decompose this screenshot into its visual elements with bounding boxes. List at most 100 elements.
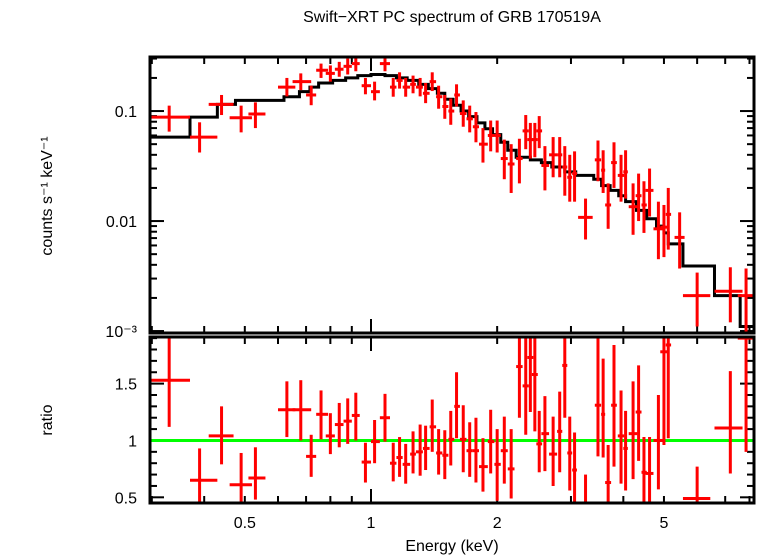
y-tick-label: 0.01 <box>106 214 137 231</box>
data-point <box>557 391 563 473</box>
data-point <box>334 402 344 448</box>
data-point <box>653 394 664 490</box>
data-point <box>605 183 612 229</box>
data-point <box>402 443 411 484</box>
data-point <box>578 474 593 505</box>
data-point <box>641 437 647 503</box>
chart-title: Swift−XRT PC spectrum of GRB 170519A <box>303 9 601 26</box>
data-point <box>422 425 430 471</box>
data-point <box>594 337 602 457</box>
data-point <box>674 212 685 269</box>
data-point <box>494 120 501 153</box>
data-point <box>531 122 538 158</box>
spectrum-y-axis-label: counts s⁻¹ keV⁻¹ <box>39 136 56 255</box>
data-point <box>351 392 360 441</box>
data-point <box>628 183 638 235</box>
data-point <box>567 416 573 491</box>
data-point <box>208 94 234 116</box>
data-point <box>635 173 642 222</box>
data-point <box>278 381 296 438</box>
data-point <box>487 120 495 152</box>
data-point <box>516 337 523 418</box>
data-point <box>316 63 329 78</box>
data-point <box>594 140 602 182</box>
data-point <box>623 150 628 199</box>
data-point <box>500 416 508 484</box>
ratio-y-axis-label: ratio <box>39 404 56 435</box>
data-point <box>208 406 234 465</box>
data-point <box>635 365 642 461</box>
data-point <box>454 372 460 439</box>
data-point <box>507 144 515 193</box>
data-point <box>248 102 266 129</box>
data-point <box>665 187 672 250</box>
data-point <box>472 417 479 483</box>
data-point <box>494 429 501 501</box>
data-point <box>422 82 430 104</box>
data-point <box>370 420 380 464</box>
data-point <box>487 409 495 474</box>
data-point <box>572 432 577 503</box>
data-point <box>541 396 550 472</box>
ratio-y-tick-labels: 0.5 1 1.5 <box>115 377 137 508</box>
data-point <box>415 424 423 476</box>
x-tick-labels: 0.5 1 2 5 <box>234 515 669 532</box>
data-point <box>396 437 403 477</box>
data-point <box>541 146 550 191</box>
data-point <box>410 75 416 94</box>
data-point <box>436 85 443 109</box>
data-point <box>229 105 252 133</box>
data-point <box>617 390 625 484</box>
y-tick-label: 0.5 <box>115 490 137 507</box>
ratio-data-points <box>150 336 754 505</box>
data-point <box>641 181 647 233</box>
data-point <box>562 146 568 196</box>
y-tick-label: 1 <box>128 433 137 450</box>
data-point <box>429 399 437 452</box>
data-point <box>645 168 654 217</box>
data-point <box>611 344 617 467</box>
data-point <box>410 431 416 474</box>
data-point <box>379 393 390 442</box>
data-point <box>665 337 672 439</box>
data-point <box>578 198 593 240</box>
data-point <box>402 77 411 97</box>
data-point <box>325 413 335 455</box>
data-point <box>415 77 423 97</box>
data-point <box>611 142 617 188</box>
data-point <box>682 466 711 503</box>
data-point <box>325 65 335 82</box>
data-point <box>466 422 473 477</box>
data-point <box>396 72 403 89</box>
data-point <box>351 57 360 72</box>
data-point <box>361 77 371 95</box>
data-point <box>436 429 443 475</box>
data-point <box>334 61 344 77</box>
data-point <box>292 380 312 441</box>
data-point <box>617 154 625 202</box>
data-point <box>605 445 612 503</box>
data-point <box>292 73 312 91</box>
data-point <box>572 151 577 202</box>
model-histogram <box>150 72 754 328</box>
data-point <box>567 154 573 202</box>
data-point <box>536 116 543 149</box>
y-tick-label: 10⁻³ <box>105 324 137 341</box>
data-point <box>660 337 668 446</box>
data-point <box>229 452 252 503</box>
data-point <box>714 267 743 323</box>
data-point <box>379 57 390 72</box>
data-point <box>389 442 397 482</box>
y-tick-label: 0.1 <box>115 104 137 121</box>
x-tick-label: 2 <box>493 515 502 532</box>
data-point <box>150 105 191 132</box>
data-point <box>531 337 538 432</box>
data-point <box>660 204 668 258</box>
data-point <box>472 112 479 143</box>
x-axis-label: Energy (keV) <box>405 538 498 555</box>
data-point <box>737 268 754 333</box>
data-point <box>459 405 467 473</box>
data-point <box>389 77 397 97</box>
spectrum-panel: 0.1 0.01 10⁻³ counts s⁻¹ keV⁻¹ <box>39 55 756 341</box>
